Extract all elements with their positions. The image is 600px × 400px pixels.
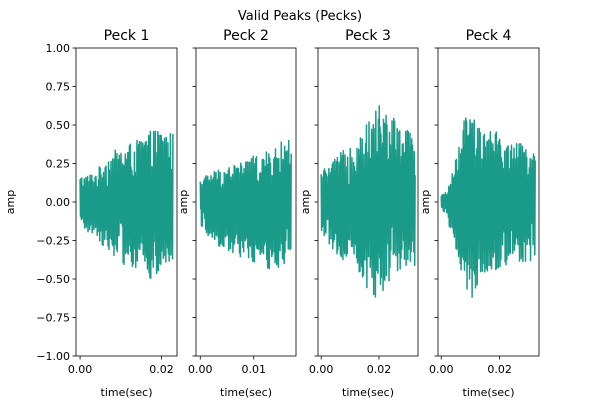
x-tick-label: 0.00 — [429, 363, 454, 376]
y-tick-label: 0.50 — [46, 119, 71, 132]
y-axis-label: amp — [299, 190, 312, 214]
y-axis-label: amp — [419, 190, 432, 214]
y-tick-label: 0.75 — [46, 81, 71, 94]
subplot-title: Peck 1 — [104, 28, 150, 44]
x-axis-label: time(sec) — [463, 386, 515, 399]
subplot-title: Peck 4 — [466, 28, 512, 44]
x-tick-label: 0.00 — [188, 363, 213, 376]
x-tick-label: 0.01 — [242, 363, 267, 376]
y-tick-label: −0.75 — [36, 312, 70, 325]
subplot-peck-1: Peck 1 −1.00 −0.75 −0.50 −0.25 0.00 0.25 0.50 0… — [4, 28, 178, 399]
waveform-line — [79, 130, 174, 280]
y-tick-label: 0.25 — [46, 158, 71, 171]
x-tick-label: 0.00 — [309, 363, 334, 376]
y-tick-label: 0.00 — [46, 196, 71, 209]
x-tick-label: 0.00 — [68, 363, 93, 376]
subplot-peck-2: Peck 2 0.00 0.01 amp time(sec) — [177, 28, 297, 399]
y-tick-label: −0.25 — [36, 235, 70, 248]
subplot-peck-3: Peck 3 0.00 0.02 amp time(sec) — [299, 28, 419, 399]
x-axis-label: time(sec) — [220, 386, 272, 399]
y-axis-label: amp — [4, 190, 17, 214]
waveform-line — [199, 139, 292, 270]
x-tick-label: 0.02 — [367, 363, 392, 376]
waveform-line — [320, 105, 416, 298]
y-tick-label: 1.00 — [46, 42, 71, 55]
x-axis-label: time(sec) — [342, 386, 394, 399]
subplot-title: Peck 2 — [223, 28, 269, 44]
y-tick-label: −1.00 — [36, 350, 70, 363]
waveform-line — [440, 117, 536, 298]
subplot-peck-4: Peck 4 0.00 0.02 amp time(sec) — [419, 28, 540, 399]
x-axis-label: time(sec) — [101, 386, 153, 399]
figure-title: Valid Peaks (Pecks) — [238, 9, 362, 24]
subplot-title: Peck 3 — [345, 28, 391, 44]
y-axis-label: amp — [177, 190, 190, 214]
x-tick-label: 0.02 — [149, 363, 174, 376]
y-tick-label: −0.50 — [36, 273, 70, 286]
x-tick-label: 0.02 — [487, 363, 512, 376]
